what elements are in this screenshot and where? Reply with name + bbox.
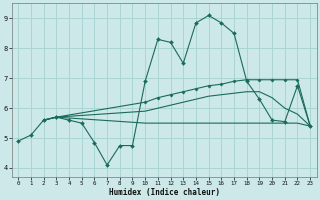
X-axis label: Humidex (Indice chaleur): Humidex (Indice chaleur) <box>109 188 220 197</box>
